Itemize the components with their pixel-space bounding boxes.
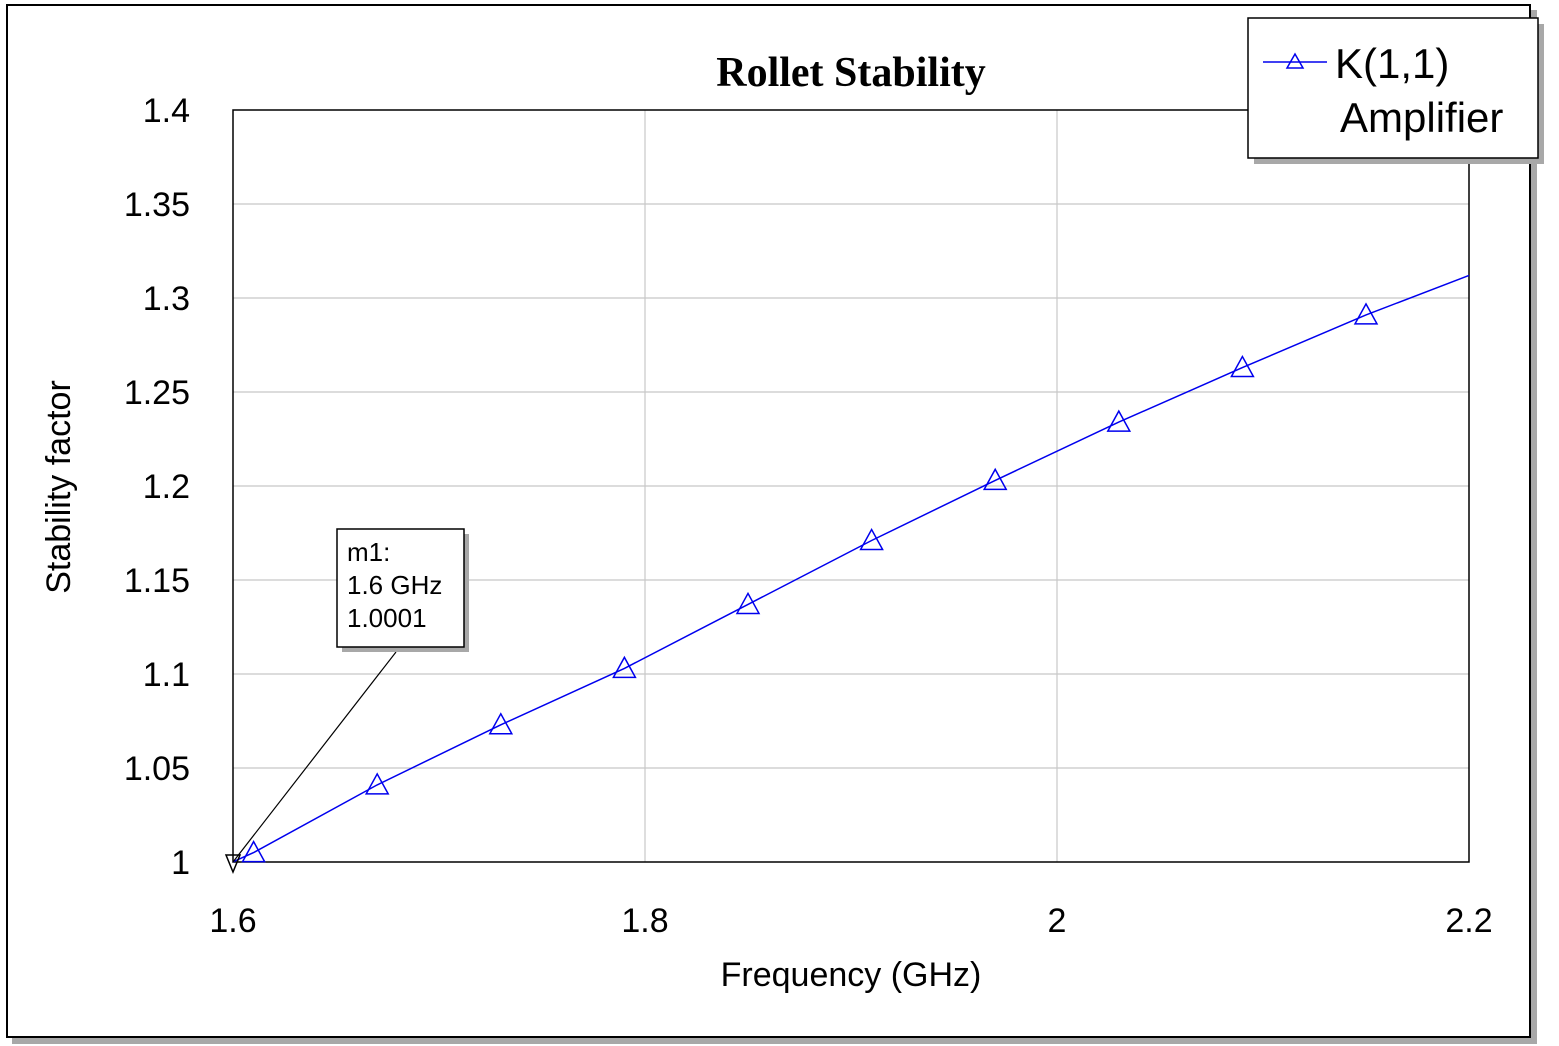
chart-title: Rollet Stability bbox=[716, 50, 986, 96]
marker-name: m1: bbox=[347, 537, 390, 567]
legend-series-label: K(1,1) bbox=[1335, 40, 1449, 87]
data-point-triangle bbox=[1230, 355, 1255, 378]
series-line bbox=[232, 274, 1470, 863]
data-point-triangle bbox=[241, 840, 266, 863]
y-tick-label: 1.4 bbox=[143, 92, 190, 130]
x-tick-label: 1.8 bbox=[621, 902, 668, 940]
marker-y-value: 1.0001 bbox=[347, 603, 427, 633]
y-tick-label: 1 bbox=[171, 844, 190, 882]
x-axis-ticks: 1.6 1.8 2 2.2 bbox=[209, 902, 1492, 940]
data-point-triangle bbox=[982, 467, 1008, 491]
x-tick-label: 2 bbox=[1048, 902, 1067, 940]
data-point-triangle bbox=[1353, 302, 1379, 325]
y-tick-label: 1.2 bbox=[143, 468, 190, 506]
y-tick-label: 1.25 bbox=[124, 374, 190, 412]
y-tick-label: 1.1 bbox=[143, 656, 190, 694]
y-tick-label: 1.15 bbox=[124, 562, 190, 600]
y-axis-ticks: 1 1.05 1.1 1.15 1.2 1.25 1.3 1.35 1.4 bbox=[124, 92, 190, 882]
chart-frame bbox=[6, 4, 1531, 1038]
plot-area bbox=[232, 109, 1470, 863]
marker-leader-line bbox=[232, 651, 397, 863]
legend-triangle-icon bbox=[1285, 52, 1305, 69]
data-point-triangle bbox=[1106, 409, 1132, 432]
series-layer bbox=[232, 274, 1470, 863]
marker-box bbox=[336, 528, 465, 648]
y-tick-label: 1.3 bbox=[143, 280, 190, 318]
data-point-triangle bbox=[735, 591, 761, 615]
data-point-triangle bbox=[488, 712, 514, 735]
legend[interactable]: K(1,1) Amplifier bbox=[1247, 17, 1544, 164]
data-point-triangle bbox=[612, 655, 637, 679]
x-tick-label: 2.2 bbox=[1445, 902, 1492, 940]
marker-x-value: 1.6 GHz bbox=[347, 570, 442, 600]
x-axis-label: Frequency (GHz) bbox=[721, 956, 982, 994]
grid bbox=[233, 110, 1469, 862]
marker-triangle-down-icon[interactable] bbox=[224, 854, 242, 874]
y-tick-label: 1.35 bbox=[124, 186, 190, 224]
marker-m1[interactable]: m1: 1.6 GHz 1.0001 bbox=[224, 528, 469, 874]
legend-box bbox=[1247, 17, 1539, 159]
data-point-triangle bbox=[364, 772, 390, 795]
x-tick-label: 1.6 bbox=[209, 902, 256, 940]
y-axis-label: Stability factor bbox=[40, 380, 78, 594]
y-tick-label: 1.05 bbox=[124, 750, 190, 788]
data-point-triangle bbox=[859, 527, 884, 551]
legend-series-sublabel: Amplifier bbox=[1340, 94, 1503, 141]
